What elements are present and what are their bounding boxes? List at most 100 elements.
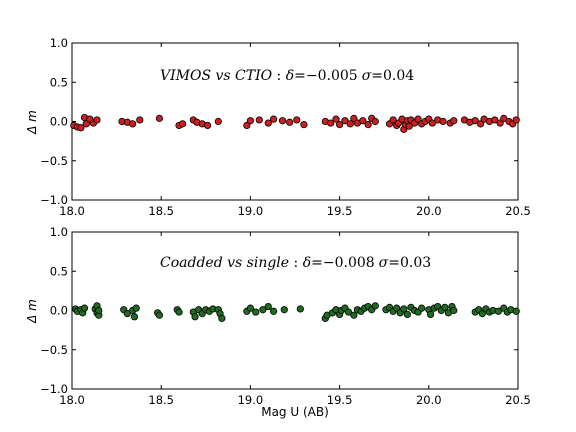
sigma-symbol: σ — [379, 255, 389, 271]
data-point — [218, 314, 226, 322]
data-point — [441, 303, 449, 311]
x-tick-label: 20.5 — [505, 204, 531, 218]
data-point — [491, 116, 499, 124]
annotation-label: VIMOS vs CTIO — [160, 68, 273, 84]
data-point — [296, 305, 304, 313]
data-point — [400, 305, 408, 313]
axis-ticks: 18.0 18.5 19.0 19.5 20.0 20.5 1.0 0.5 0.0 −0.5 −1.… — [40, 36, 531, 218]
x-axis-label: Mag U (AB) — [261, 405, 329, 419]
sigma-value: =0.03 — [388, 255, 431, 271]
data-point — [130, 313, 139, 321]
panel-vimos-vs-ctio: 18.0 18.5 19.0 19.5 20.0 20.5 1.0 0.5 0.0 −0.5 −1.… — [25, 36, 531, 218]
y-axis-label: Δ m — [25, 299, 39, 324]
data-point — [155, 311, 164, 319]
data-point — [252, 308, 260, 316]
data-point — [371, 117, 379, 126]
axis-ticks: 18.0 18.5 19.0 19.5 20.0 20.5 1.0 0.5 0.0 −0.5 −1.… — [40, 225, 531, 407]
data-point — [123, 310, 131, 318]
x-tick-label: 18.5 — [148, 393, 174, 407]
x-tick-label: 20.0 — [416, 204, 442, 218]
data-points — [70, 113, 520, 133]
data-point — [278, 117, 287, 125]
data-point — [269, 307, 278, 315]
data-points — [71, 302, 520, 322]
data-point — [179, 120, 187, 128]
annotation-label: Coadded vs single — [160, 255, 289, 271]
data-point — [259, 306, 267, 314]
x-tick-label: 19.0 — [238, 393, 264, 407]
data-point — [280, 306, 288, 314]
data-point — [332, 115, 340, 123]
x-tick-label: 18.0 — [59, 393, 85, 407]
data-point — [175, 308, 183, 316]
data-point — [418, 304, 426, 312]
data-point — [439, 117, 447, 126]
data-point — [203, 121, 212, 130]
x-tick-label: 18.0 — [59, 204, 85, 218]
data-point — [269, 115, 278, 123]
data-point — [246, 304, 254, 312]
x-tick-label: 19.5 — [327, 393, 353, 407]
data-point — [450, 306, 458, 315]
annotation: Coadded vs single : δ=−0.008 σ=0.03 — [160, 255, 431, 271]
data-point — [300, 121, 308, 129]
delta-symbol: δ — [303, 255, 311, 271]
data-point — [350, 114, 358, 122]
data-point — [129, 120, 137, 128]
data-point — [293, 116, 301, 124]
data-point — [286, 118, 294, 126]
data-point — [364, 121, 372, 129]
data-point — [344, 308, 353, 316]
data-point — [136, 116, 144, 124]
y-tick-label: −0.5 — [40, 154, 68, 168]
x-tick-label: 20.5 — [505, 393, 531, 407]
data-point — [359, 117, 367, 125]
data-point — [264, 119, 272, 127]
data-point — [494, 307, 502, 315]
y-tick-label: 0.0 — [50, 304, 68, 318]
data-point — [77, 124, 85, 132]
data-point — [335, 121, 344, 129]
data-point — [341, 117, 349, 125]
data-point — [371, 302, 379, 310]
data-point — [389, 116, 397, 124]
data-point — [403, 310, 411, 319]
delta-value: =−0.008 — [311, 255, 375, 271]
x-tick-label: 20.0 — [416, 393, 442, 407]
data-point — [428, 119, 436, 127]
data-point — [471, 117, 479, 125]
data-point — [512, 116, 520, 124]
y-tick-label: 0.0 — [50, 115, 68, 129]
y-tick-label: −1.0 — [40, 193, 68, 207]
data-point — [393, 304, 401, 312]
data-point — [476, 120, 485, 128]
data-point — [350, 311, 358, 319]
y-axis-label: Δ m — [25, 110, 39, 135]
delta-symbol: δ — [286, 68, 294, 84]
delta-value: =−0.005 — [294, 68, 358, 84]
data-point — [450, 117, 458, 125]
data-point — [95, 306, 103, 315]
data-point — [93, 116, 101, 124]
annotation: VIMOS vs CTIO : δ=−0.005 σ=0.04 — [160, 68, 414, 84]
x-tick-label: 18.5 — [148, 204, 174, 218]
x-tick-label: 19.5 — [327, 204, 353, 218]
data-point — [214, 117, 222, 126]
data-point — [500, 114, 508, 122]
data-point — [191, 313, 199, 321]
y-tick-label: −1.0 — [40, 382, 68, 396]
data-point — [155, 114, 164, 122]
y-tick-label: 1.0 — [50, 36, 68, 50]
data-point — [82, 120, 90, 128]
panel-coadded-vs-single: 18.0 18.5 19.0 19.5 20.0 20.5 1.0 0.5 0.0 −0.5 −1.… — [25, 225, 531, 419]
x-tick-label: 19.0 — [238, 204, 264, 218]
data-point — [414, 115, 422, 123]
sigma-value: =0.04 — [371, 68, 414, 84]
data-point — [243, 121, 251, 130]
annotation-separator: : — [272, 68, 286, 84]
data-point — [132, 304, 140, 312]
data-point — [478, 310, 486, 318]
y-tick-label: 1.0 — [50, 225, 68, 239]
data-point — [80, 304, 89, 312]
